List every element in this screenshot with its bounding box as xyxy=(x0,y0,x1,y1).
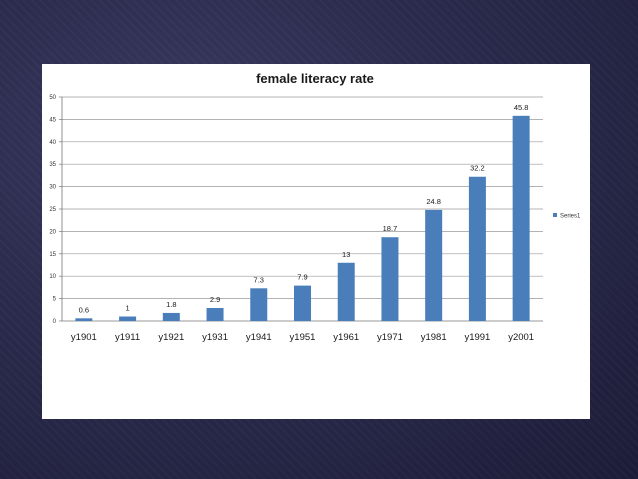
bar xyxy=(250,288,268,321)
data-label: 13 xyxy=(342,250,350,259)
y-tick-label: 50 xyxy=(49,95,56,101)
bar xyxy=(468,176,486,321)
data-label: 7.9 xyxy=(297,273,307,282)
y-axis-ticks: 0 5 10 15 20 25 30 35 40 45 50 xyxy=(49,95,56,325)
data-label: 1 xyxy=(126,304,130,313)
bar xyxy=(337,262,355,321)
bar xyxy=(294,285,311,321)
bar xyxy=(381,237,399,321)
legend: Series1 xyxy=(553,213,581,220)
data-label: 32.2 xyxy=(470,164,485,173)
x-tick-label: y1901 xyxy=(71,332,97,343)
data-label: 0.6 xyxy=(79,305,89,314)
x-tick-label: y1931 xyxy=(202,332,228,343)
y-tick-label: 5 xyxy=(53,297,57,303)
x-tick-label: y1971 xyxy=(377,332,403,343)
data-label: 2.9 xyxy=(210,295,220,304)
bar xyxy=(162,312,180,321)
bar xyxy=(75,318,93,321)
x-tick-label: y1961 xyxy=(333,332,359,343)
y-tick-label: 25 xyxy=(49,207,56,213)
bars xyxy=(75,115,530,321)
bar xyxy=(512,115,530,321)
x-tick-label: y2001 xyxy=(508,332,534,343)
x-tick-label: y1991 xyxy=(464,332,490,343)
x-tick-label: y1921 xyxy=(158,332,184,343)
y-tick-label: 20 xyxy=(49,229,56,235)
chart-panel: female literacy rate 0.6 1 1.8 2.9 7.3 7.9 13 1… xyxy=(42,64,590,419)
y-tick-label: 45 xyxy=(49,117,56,123)
y-tick-label: 30 xyxy=(49,185,56,191)
legend-label: Series1 xyxy=(560,214,581,220)
x-tick-label: y1911 xyxy=(115,332,140,343)
legend-swatch xyxy=(553,213,557,217)
data-label: 45.8 xyxy=(514,103,529,112)
y-tick-label: 40 xyxy=(49,140,56,146)
chart-title: female literacy rate xyxy=(256,71,374,86)
data-label: 24.8 xyxy=(426,197,441,206)
x-tick-label: y1951 xyxy=(290,332,316,343)
y-tick-label: 10 xyxy=(49,274,56,280)
y-tick-label: 15 xyxy=(49,252,56,258)
data-label: 18.7 xyxy=(383,224,398,233)
bar xyxy=(425,209,443,321)
bar xyxy=(119,316,137,321)
bar-chart: female literacy rate 0.6 1 1.8 2.9 7.3 7.9 13 1… xyxy=(49,71,581,343)
data-label: 1.8 xyxy=(166,300,176,309)
bar xyxy=(206,308,224,321)
data-label: 7.3 xyxy=(254,275,264,284)
y-tick-label: 0 xyxy=(53,319,57,325)
x-tick-label: y1941 xyxy=(246,332,272,343)
x-axis-ticks: y1901 y1911 y1921 y1931 y1941 y1951 y1961 y1971… xyxy=(71,332,534,343)
data-labels: 0.6 1 1.8 2.9 7.3 7.9 13 18.7 24.8 32.2 45.8 xyxy=(79,103,529,314)
x-tick-label: y1981 xyxy=(421,332,447,343)
y-tick-label: 35 xyxy=(49,162,56,168)
